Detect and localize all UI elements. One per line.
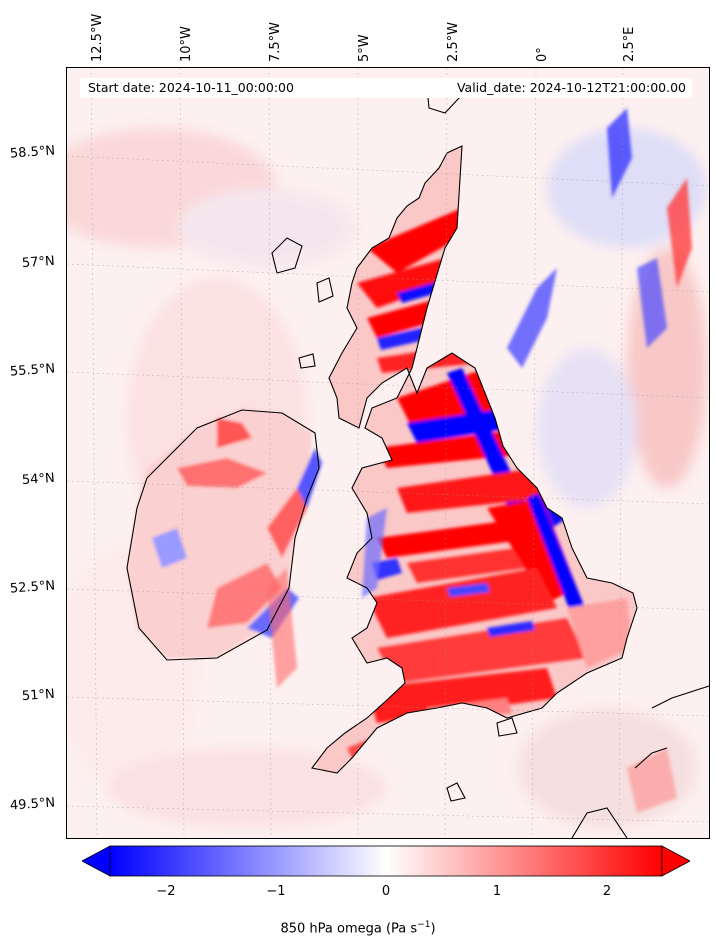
lat-label-58-5n: 58.5°N: [9, 143, 56, 162]
date-info-box: Start date: 2024-10-11_00:00:00 Valid_da…: [80, 78, 692, 98]
lon-label-2-5e: 2.5°E: [622, 26, 637, 62]
lon-label-2-5w: 2.5°W: [446, 21, 461, 62]
colorbar-gradient: [81, 845, 691, 877]
colorbar-label-text: 850 hPa omega (Pa s: [280, 921, 418, 937]
lat-label-52-5n: 52.5°N: [9, 578, 56, 597]
lon-label-10w: 10°W: [179, 26, 194, 62]
omega-field-map: [67, 68, 709, 838]
lon-label-12-5w: 12.5°W: [90, 13, 105, 62]
lat-label-55-5n: 55.5°N: [9, 361, 56, 380]
lat-label-54n: 54°N: [21, 470, 56, 489]
valid-date-text: Valid_date: 2024-10-12T21:00:00.00: [456, 80, 686, 95]
map-frame: [66, 67, 710, 839]
colorbar-label-close: ): [430, 921, 436, 937]
colorbar-tick-0: 0: [381, 884, 391, 899]
start-date-text: Start date: 2024-10-11_00:00:00: [88, 80, 294, 95]
colorbar-tick-2: 2: [602, 884, 612, 899]
lat-label-49-5n: 49.5°N: [9, 795, 56, 814]
colorbar-tick-minus1: −1: [266, 884, 286, 899]
lon-label-5w: 5°W: [357, 34, 372, 62]
lat-label-57n: 57°N: [21, 253, 56, 272]
colorbar: [81, 845, 691, 877]
lon-label-0: 0°: [535, 47, 550, 62]
lon-label-7-5w: 7.5°W: [268, 21, 283, 62]
colorbar-tick-1: 1: [492, 884, 502, 899]
colorbar-label-exponent: −1: [417, 920, 431, 930]
colorbar-tick-minus2: −2: [156, 884, 176, 899]
lat-label-51n: 51°N: [21, 686, 56, 705]
colorbar-label: 850 hPa omega (Pa s−1): [0, 920, 716, 936]
